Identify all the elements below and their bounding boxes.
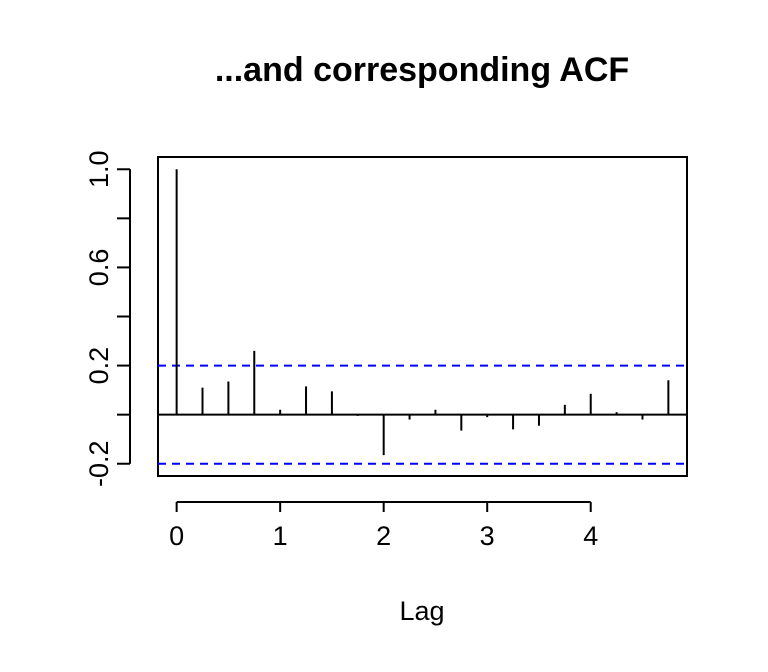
chart-title: ...and corresponding ACF — [215, 51, 629, 89]
x-tick-label: 2 — [376, 521, 391, 551]
y-tick-label: 0.6 — [84, 249, 114, 287]
x-axis-title: Lag — [399, 596, 444, 626]
x-tick-label: 1 — [273, 521, 288, 551]
x-tick-label: 3 — [480, 521, 495, 551]
plot-frame — [157, 156, 688, 477]
y-tick-label: 0.2 — [84, 347, 114, 385]
x-tick-label: 0 — [169, 521, 184, 551]
x-tick-label: 4 — [583, 521, 598, 551]
plot-area: 0 1 2 3 4 -0.2 0.2 0.6 1.0 — [84, 150, 688, 551]
y-tick-label: -0.2 — [84, 440, 114, 487]
y-tick-label: 1.0 — [84, 150, 114, 188]
